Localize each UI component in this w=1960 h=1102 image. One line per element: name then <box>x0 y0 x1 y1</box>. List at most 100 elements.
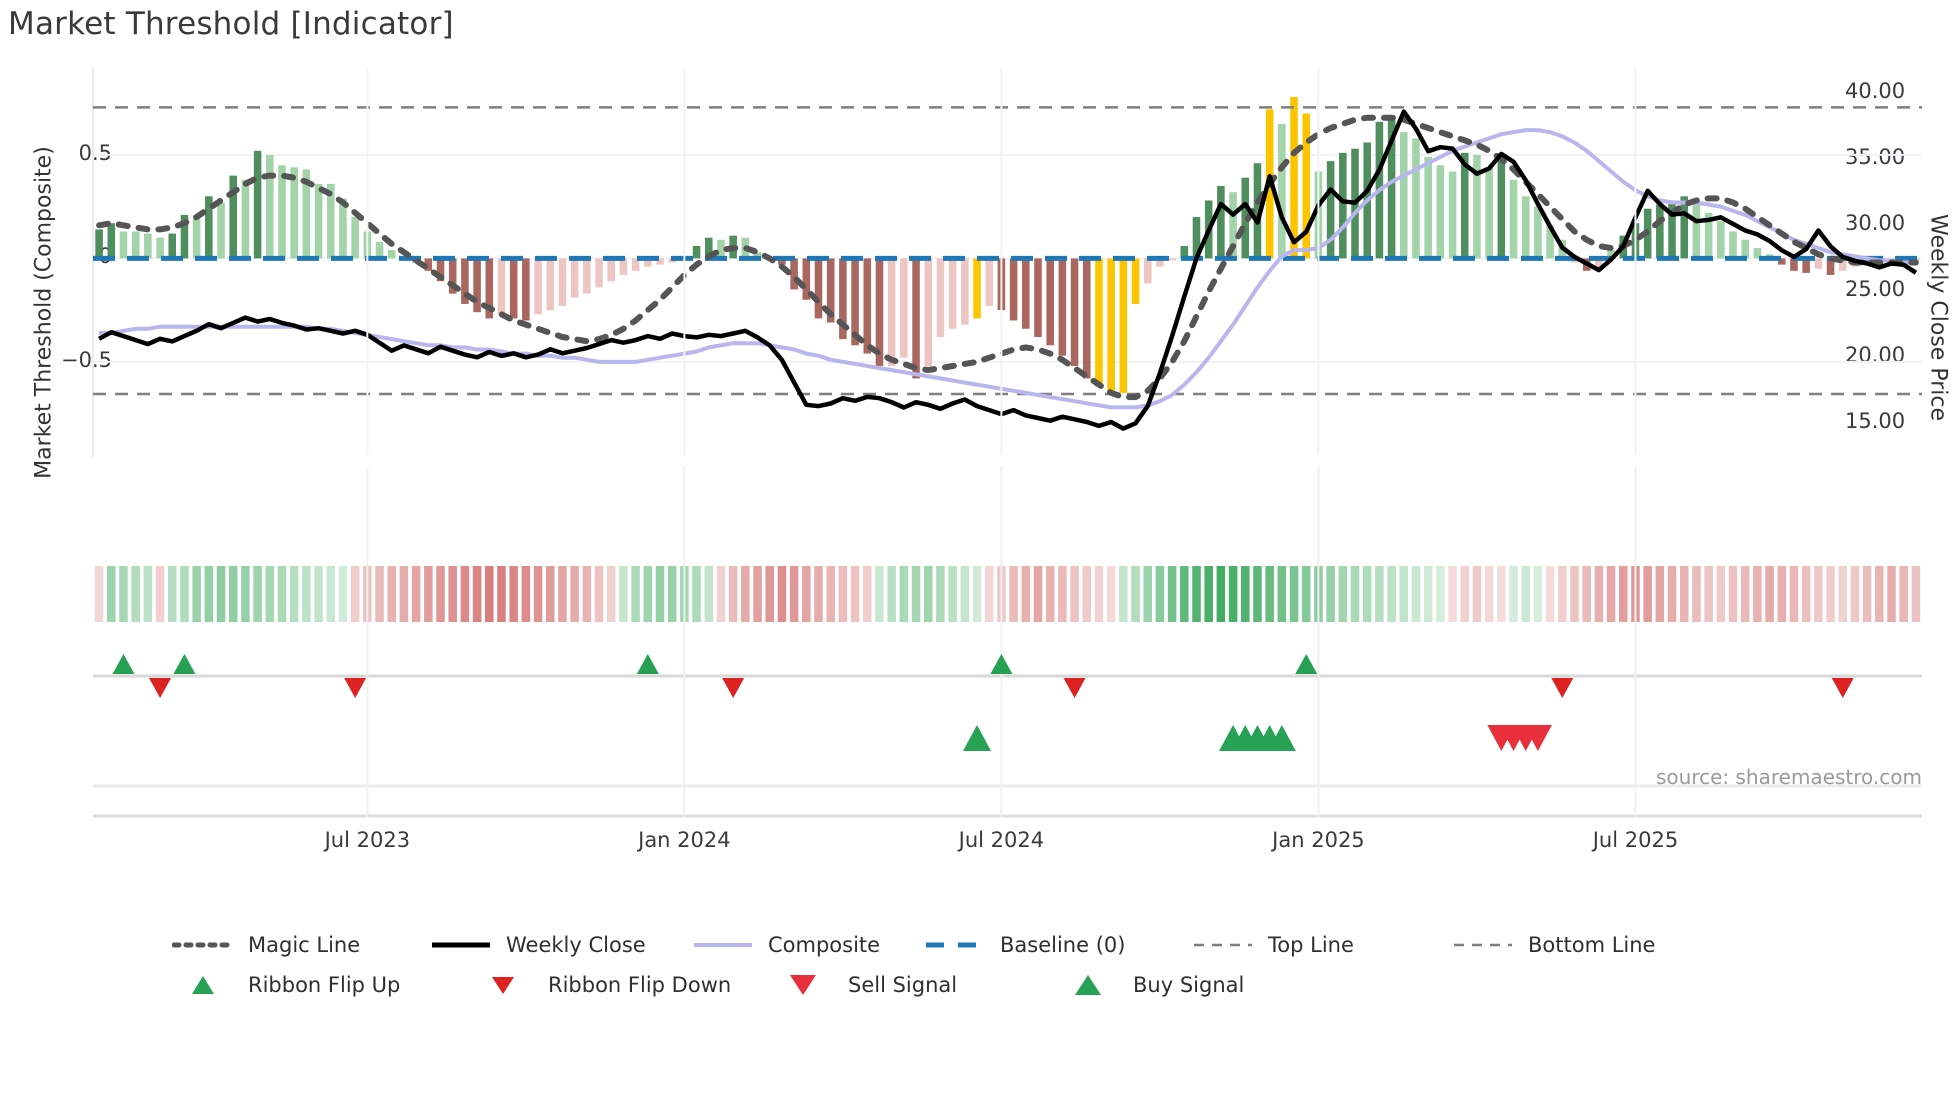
ribbon-band <box>1728 566 1738 622</box>
legend-item[interactable]: Weekly Close <box>430 925 692 965</box>
ribbon-band <box>704 566 714 622</box>
legend-item[interactable]: Ribbon Flip Down <box>472 965 772 1005</box>
ribbon-band <box>1058 566 1067 622</box>
ribbon-band <box>594 566 604 622</box>
ribbon-band <box>1740 566 1750 622</box>
ribbon-flip-up-marker <box>990 654 1013 674</box>
ribbon-band <box>1277 566 1287 622</box>
ribbon-band <box>1655 566 1665 622</box>
histogram-bar <box>570 258 579 298</box>
ribbon-band <box>241 566 250 622</box>
ribbon-band <box>277 566 287 622</box>
ribbon-band <box>875 566 884 622</box>
ribbon-band <box>1106 566 1116 622</box>
histogram-bar <box>192 219 201 259</box>
legend-marker <box>692 934 754 956</box>
dotted-line-swatch-icon <box>172 942 234 948</box>
histogram-bar <box>1460 152 1469 259</box>
ribbon-band <box>1875 566 1884 622</box>
ribbon-band <box>289 566 299 622</box>
histogram-bar <box>1217 185 1225 259</box>
histogram-bar <box>205 196 213 259</box>
histogram-bar <box>607 258 615 282</box>
ribbon-band <box>1497 566 1506 622</box>
ribbon-band <box>1033 566 1043 622</box>
legend-item[interactable]: Buy Signal <box>1057 965 1337 1005</box>
ribbon-band <box>326 566 336 622</box>
legend-label: Buy Signal <box>1133 973 1245 997</box>
histogram-bar <box>839 258 847 340</box>
ribbon-band <box>1899 566 1908 622</box>
histogram-bar <box>1046 258 1054 346</box>
histogram-bar <box>131 231 140 259</box>
legend-marker <box>1192 934 1254 956</box>
histogram-bar <box>1253 163 1262 259</box>
legend-label: Ribbon Flip Down <box>548 973 732 997</box>
ribbon-band <box>972 566 982 622</box>
legend-item[interactable]: Baseline (0) <box>924 925 1192 965</box>
legend-item[interactable]: Composite <box>692 925 924 965</box>
y-tick-right-2: 30.00 <box>1845 211 1906 236</box>
ribbon-band <box>338 566 348 622</box>
histogram-bar <box>1656 204 1664 259</box>
ribbon-flip-down-marker <box>1063 678 1086 698</box>
histogram-bar <box>1838 258 1847 271</box>
histogram-bar <box>156 237 164 259</box>
histogram-bar <box>339 198 347 259</box>
ribbon-band <box>1704 566 1713 622</box>
ribbon-band <box>826 566 835 622</box>
ribbon-band <box>1253 566 1262 622</box>
legend-item[interactable]: Bottom Line <box>1452 925 1712 965</box>
histogram-bar <box>887 258 896 367</box>
legend-marker <box>172 974 234 996</box>
histogram-bar <box>802 258 811 300</box>
ribbon-band <box>1679 566 1689 622</box>
legend-row-lines: Magic Line Weekly Close Composite Baseline … <box>0 925 1960 965</box>
legend-item[interactable]: Magic Line <box>172 925 430 965</box>
histogram-bar <box>1022 258 1030 329</box>
histogram-bar <box>1009 258 1018 321</box>
y-tick-right-4: 20.00 <box>1845 343 1906 368</box>
histogram-bar <box>229 175 238 259</box>
ribbon-band <box>436 566 445 622</box>
ribbon-band <box>1448 566 1457 622</box>
ribbon-band <box>1131 566 1140 622</box>
histogram-bar <box>961 258 969 325</box>
legend-marker <box>924 934 986 956</box>
legend-item[interactable]: Sell Signal <box>772 965 1057 1005</box>
histogram-bar <box>936 258 945 338</box>
ribbon-band <box>302 566 311 622</box>
histogram-bar <box>144 233 152 259</box>
histogram-bar <box>1717 221 1725 259</box>
ribbon-band <box>1618 566 1628 622</box>
histogram-bar <box>436 258 445 282</box>
ribbon-band <box>107 566 116 622</box>
legend-item[interactable]: Ribbon Flip Up <box>172 965 472 1005</box>
histogram-bar <box>107 223 116 259</box>
histogram-bar <box>924 258 933 367</box>
histogram-bar <box>644 258 652 267</box>
histogram-bar <box>473 258 481 313</box>
legend-label: Ribbon Flip Up <box>248 973 401 997</box>
histogram-bar <box>1156 258 1164 267</box>
ribbon-flip-down-marker <box>722 678 745 698</box>
ribbon-band <box>1021 566 1031 622</box>
legend-item[interactable]: Top Line <box>1192 925 1452 965</box>
sell-signal-marker <box>1523 725 1552 751</box>
histogram-bar <box>583 258 591 294</box>
ribbon-band <box>1436 566 1445 622</box>
ribbon-band <box>1582 566 1591 622</box>
line-swatch-icon <box>694 943 752 947</box>
ribbon-band <box>1070 566 1079 622</box>
ribbon-band <box>521 566 531 622</box>
y-tick-left-0: 0.5 <box>78 140 112 165</box>
ribbon-band <box>863 566 872 622</box>
ribbon-band <box>1460 566 1470 622</box>
ribbon-band <box>192 566 201 622</box>
histogram-bar <box>1607 250 1615 259</box>
ribbon-band <box>411 566 421 622</box>
ribbon-band <box>253 566 262 622</box>
legend-label: Sell Signal <box>848 973 958 997</box>
ribbon-band <box>936 566 945 622</box>
ribbon-band <box>424 566 433 622</box>
